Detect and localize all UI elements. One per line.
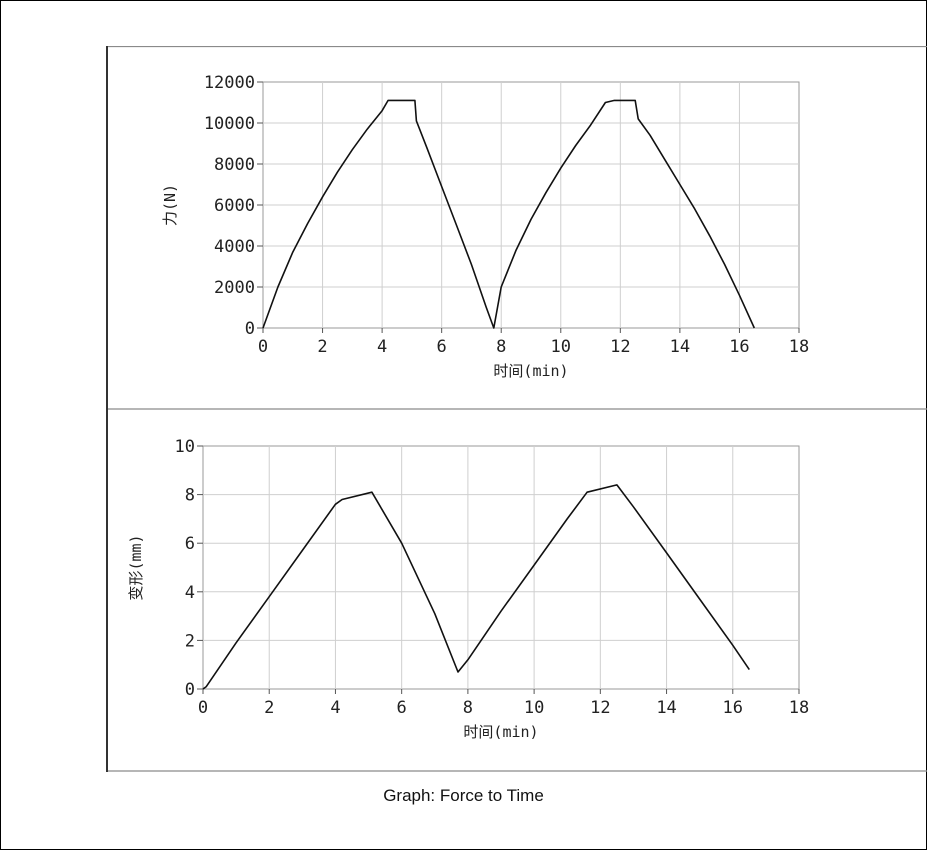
- chart-1-y-axis-label: 力(N): [161, 184, 179, 226]
- chart-2-plot-area: [202, 445, 800, 690]
- chart-1-y-tick-label: 0: [245, 319, 255, 339]
- chart-1-y-tick-label: 6000: [214, 196, 255, 216]
- chart-1-y-tick-label: 8000: [214, 155, 255, 175]
- chart-1-x-axis-label: 时间(min): [493, 362, 568, 380]
- chart-1-x-tick-label: 2: [317, 337, 327, 357]
- chart-1-y-tick-label: 2000: [214, 278, 255, 298]
- chart-2-y-tick-label: 2: [185, 631, 195, 651]
- chart-2-x-tick-label: 10: [524, 698, 544, 718]
- chart-2-x-tick-label: 18: [789, 698, 809, 718]
- chart-1-x-tick-label: 4: [377, 337, 387, 357]
- chart-2-y-tick-label: 0: [185, 680, 195, 700]
- chart-1-x-tick-label: 18: [789, 337, 809, 357]
- figure-caption: Graph: Force to Time: [383, 786, 544, 805]
- figure-panel: 0 2 4 6 8 10 12 14 16 18 0 2000 4000 6000 8000 10000 120…: [106, 45, 927, 772]
- chart-2-x-tick-label: 14: [656, 698, 676, 718]
- chart-2-x-tick-label: 16: [723, 698, 743, 718]
- chart-2-y-tick-label: 6: [185, 534, 195, 554]
- chart-1-y-tick-label: 12000: [204, 73, 255, 93]
- chart-1-y-tick-label: 10000: [204, 114, 255, 134]
- chart-1-x-tick-label: 6: [437, 337, 447, 357]
- chart-1-y-tick-label: 4000: [214, 237, 255, 257]
- chart-2-x-tick-label: 12: [590, 698, 610, 718]
- chart-1-x-tick-label: 8: [496, 337, 506, 357]
- chart-2-y-tick-label: 8: [185, 486, 195, 506]
- figure-left-border: [106, 46, 108, 772]
- chart-2-series-line: [202, 484, 750, 690]
- chart-2-y-axis-label: 变形(mm): [127, 534, 145, 600]
- chart-2-x-tick-label: 8: [463, 698, 473, 718]
- chart-1-x-tick-label: 14: [670, 337, 690, 357]
- chart-2-x-tick-label: 0: [198, 698, 208, 718]
- chart-2-y-tick-label: 10: [175, 437, 195, 457]
- charts-svg: 0 2 4 6 8 10 12 14 16 180200040006000800010000120…: [106, 45, 927, 772]
- chart-1-x-tick-label: 16: [729, 337, 749, 357]
- chart-2-x-tick-label: 4: [330, 698, 340, 718]
- chart-2-y-tick-label: 4: [185, 583, 195, 603]
- chart-1-x-tick-label: 12: [610, 337, 630, 357]
- chart-1-x-tick-label: 10: [551, 337, 571, 357]
- chart-2-x-axis-label: 时间(min): [463, 723, 538, 741]
- chart-1-x-tick-label: 0: [258, 337, 268, 357]
- chart-2-x-tick-label: 2: [264, 698, 274, 718]
- chart-2-x-tick-label: 6: [397, 698, 407, 718]
- chart-1-series-line: [262, 99, 756, 329]
